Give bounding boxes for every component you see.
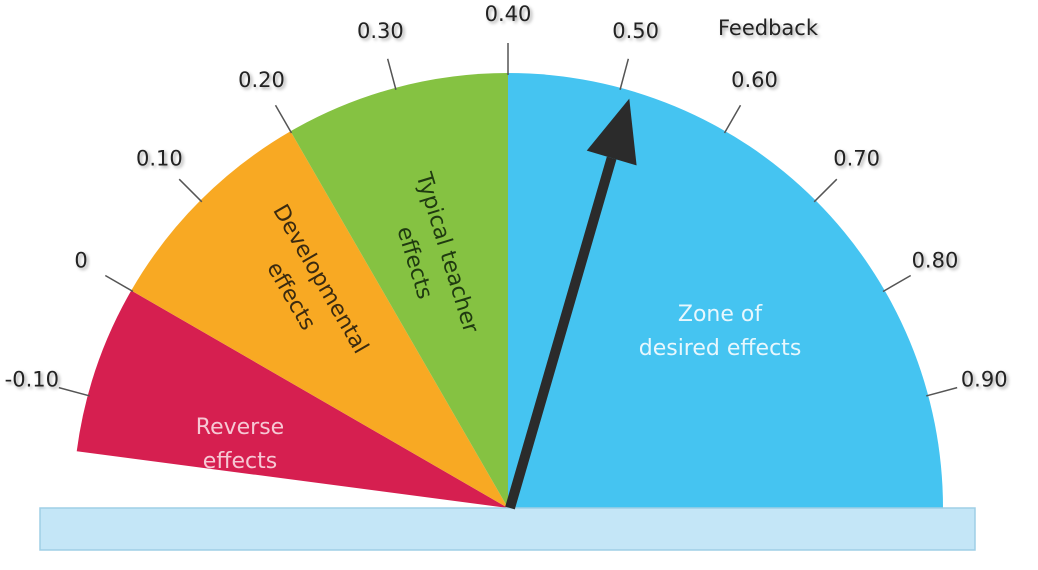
tick-mark (104, 274, 134, 293)
tick-mark (58, 386, 90, 397)
tick-label: 0.10 (136, 146, 183, 170)
zones (76, 73, 943, 509)
zone-label-line: Zone of (678, 302, 763, 327)
zone-developmental (131, 131, 509, 509)
gauge-base (39, 507, 976, 551)
ticks: -0.10 0 0.10 0.20 0.30 0.40 0.50 0.60 0.70 0.80 0.… (5, 2, 1008, 397)
tick-label: 0.30 (357, 19, 404, 43)
zone-label-line: effects (203, 449, 277, 474)
needle-arrow (505, 98, 637, 510)
zone-reverse (76, 290, 508, 508)
tick-mark (723, 104, 742, 134)
tick-label: 0.90 (961, 367, 1008, 391)
needle-shaft (505, 156, 617, 510)
tick-mark (386, 58, 397, 90)
tick-label: 0.60 (731, 68, 778, 92)
tick-label: 0.70 (833, 146, 880, 170)
tick-mark (813, 178, 838, 203)
tick-mark (274, 104, 293, 134)
tick-label: 0.80 (912, 249, 959, 273)
tick-mark (882, 274, 912, 293)
tick-label: 0.20 (238, 68, 285, 92)
tick-mark (926, 386, 958, 397)
tick-label: 0.40 (485, 2, 532, 26)
needle-head (586, 98, 637, 166)
zone-desired (508, 73, 943, 508)
zone-label-desired: Zone of desired effects (639, 302, 802, 361)
zone-typical (290, 73, 508, 508)
tick-mark (178, 178, 203, 203)
tick-label: 0 (74, 249, 87, 273)
tick-label: 0.50 (612, 19, 659, 43)
tick-label: -0.10 (5, 367, 59, 391)
tick-mark (619, 58, 630, 90)
needle-label: Feedback (718, 16, 819, 40)
zone-label-line: desired effects (639, 336, 802, 361)
zone-label-line: Reverse (196, 415, 284, 440)
zone-label-reverse: Reverse effects (196, 415, 284, 474)
